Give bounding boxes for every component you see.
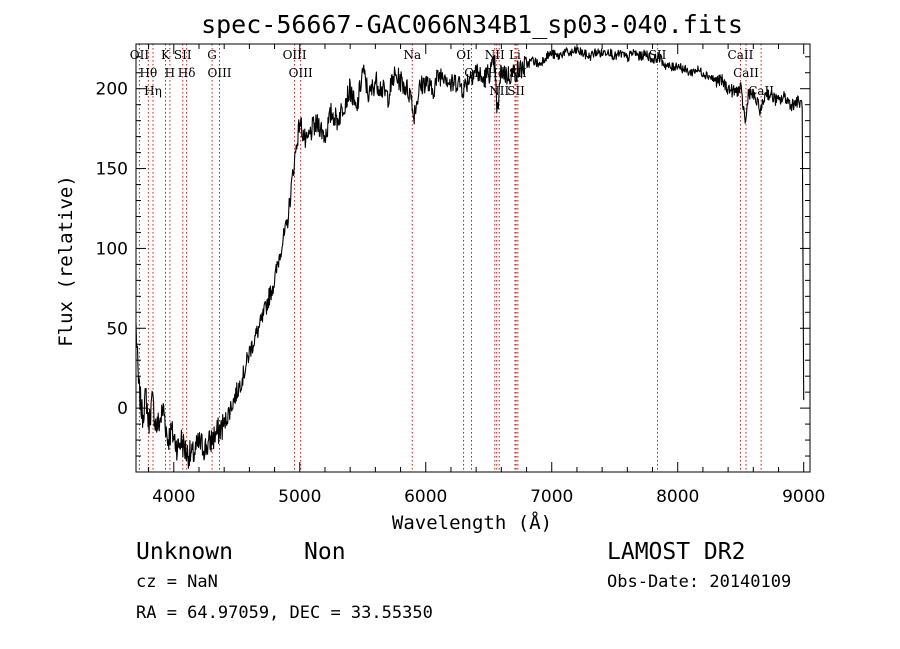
x-tick-label: 6000 [404,487,447,507]
x-tick-label: 8000 [656,487,699,507]
x-axis-label: Wavelength (Å) [392,511,552,534]
y-tick-label: 50 [106,319,128,339]
line-label: Na [403,48,421,62]
redshift-text: cz = NaN [136,572,218,592]
line-label: CaII [728,48,754,62]
line-label: K [161,48,171,62]
line-label: OIII [207,66,231,80]
line-label: Hη [144,84,162,98]
y-tick-label: 0 [117,399,128,419]
coordinates-text: RA = 64.97059, DEC = 33.55350 [136,603,433,623]
line-label: Li [509,48,521,62]
line-label: OIII [289,66,313,80]
chart-title: spec-56667-GAC066N34B1_sp03-040.fits [201,10,743,39]
line-label: H [165,66,175,80]
line-markers [138,44,762,472]
line-label: CaII [733,66,759,80]
subclass-label: Non [304,539,346,565]
line-label: G [207,48,217,62]
plot-frame [135,43,811,473]
obs-date-text: Obs-Date: 20140109 [607,572,791,592]
y-tick-label: 100 [96,239,128,259]
line-label: OII [130,48,150,62]
x-tick-label: 5000 [278,487,321,507]
survey-label: LAMOST DR2 [607,539,745,565]
x-tick-label: 7000 [530,487,573,507]
line-label: Hθ [139,66,157,80]
x-tick-label: 4000 [152,487,195,507]
line-label: OI [456,48,471,62]
spectrum-line [135,46,805,469]
line-label: SII [174,48,192,62]
y-axis-label: Flux (relative) [55,175,77,347]
line-label: SII [507,84,525,98]
class-label: Unknown [136,539,233,565]
x-tick-label: 9000 [782,487,825,507]
y-tick-label: 150 [96,160,128,180]
line-label: OIII [283,48,307,62]
axis-ticks: 4000 5000 6000 7000 8000 9000 0 50 100 150 200 [96,44,825,507]
y-tick-label: 200 [96,80,128,100]
line-label: Hδ [178,66,196,80]
